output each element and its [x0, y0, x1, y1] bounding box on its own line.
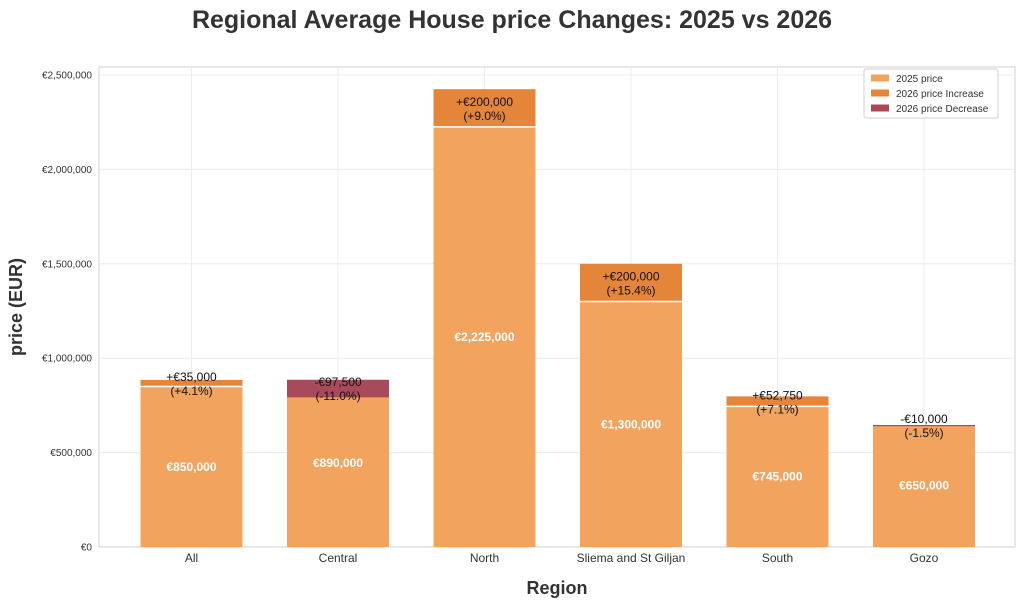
y-tick-label: €2,000,000 [42, 165, 92, 176]
bar-2026-decrease [287, 378, 389, 398]
bar-2026-increase [433, 89, 536, 127]
x-axis: All Central North Sliema and St Giljan South… [185, 551, 939, 565]
change-amount-label: +€35,000 [166, 370, 217, 384]
x-axis-label: Region [527, 578, 588, 598]
y-tick-label: €2,500,000 [42, 71, 92, 82]
bar-2025-price [433, 126, 536, 548]
legend-swatch [871, 74, 889, 82]
legend-label: 2026 price Decrease [896, 104, 989, 115]
x-tick-label: North [470, 551, 499, 565]
change-amount-label: +€200,000 [456, 95, 513, 109]
bar-value-label: €850,000 [166, 460, 216, 474]
bar-value-label: €745,000 [752, 470, 802, 484]
y-axis: €0 €500,000 €1,000,000 €1,500,000 €2,000,000… [42, 71, 92, 554]
y-tick-label: €1,000,000 [42, 354, 92, 365]
bar-2026-increase [580, 263, 682, 302]
change-amount-label: -€10,000 [900, 412, 948, 426]
bars: €850,000+€35,000(+4.1%)€890,000-€97,500(… [140, 89, 975, 548]
x-tick-label: All [185, 551, 198, 565]
y-tick-label: €0 [81, 543, 93, 554]
x-tick-label: Sliema and St Giljan [577, 551, 686, 565]
legend-swatch [871, 89, 889, 97]
bar-2026-increase [726, 396, 829, 407]
bar-2025-price [726, 406, 829, 547]
x-tick-label: South [762, 551, 793, 565]
change-percent-label: (-11.0%) [315, 389, 360, 403]
legend-swatch [871, 104, 889, 112]
legend: 2025 price 2026 price Increase 2026 price … [863, 68, 999, 119]
y-tick-label: €1,500,000 [42, 259, 92, 270]
change-amount-label: -€97,500 [314, 375, 362, 389]
change-percent-label: (+4.1%) [170, 384, 212, 398]
bar-2026-increase [140, 379, 243, 387]
bar-value-label: €650,000 [899, 479, 949, 493]
bar-2025-price [873, 424, 975, 547]
change-percent-label: (+7.1%) [756, 402, 798, 416]
y-tick-label: €500,000 [50, 448, 92, 459]
x-tick-label: Gozo [910, 551, 939, 565]
plot-area [98, 66, 1016, 548]
chart-title: Regional Average House price Changes: 20… [192, 6, 832, 34]
legend-label: 2025 price [896, 74, 943, 85]
bar-2026-decrease [873, 424, 975, 427]
bar-2025-price [580, 301, 682, 547]
bar-value-label: €2,225,000 [454, 330, 514, 344]
bar-2025-price [140, 386, 243, 547]
legend-label: 2026 price Increase [896, 89, 984, 100]
change-amount-label: +€52,750 [752, 388, 803, 402]
change-percent-label: (-1.5%) [904, 426, 943, 440]
change-percent-label: (+15.4%) [606, 284, 655, 298]
change-amount-label: +€200,000 [602, 270, 659, 284]
y-axis-label: price (EUR) [6, 258, 26, 356]
change-percent-label: (+9.0%) [463, 109, 505, 123]
x-tick-label: Central [319, 551, 358, 565]
bar-value-label: €890,000 [313, 456, 363, 470]
bar-value-label: €1,300,000 [601, 417, 661, 431]
legend-box [863, 68, 999, 119]
bar-2025-price [287, 378, 389, 547]
